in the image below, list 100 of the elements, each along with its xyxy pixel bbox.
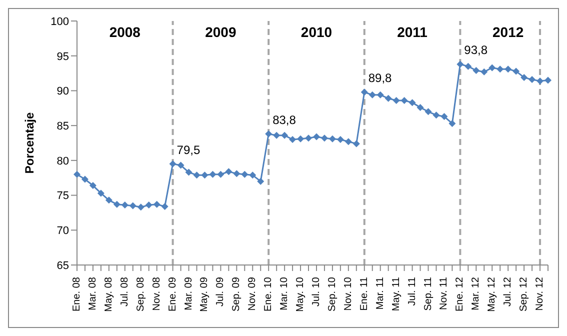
point <box>81 176 88 183</box>
point <box>312 133 320 140</box>
x-tick-label: May. 11 <box>390 276 402 312</box>
point <box>129 202 136 210</box>
x-tick-label: Mar. 08 <box>87 276 98 310</box>
point <box>544 76 552 84</box>
data-label: 93,8 <box>464 43 488 58</box>
point <box>113 200 120 208</box>
point <box>368 91 376 98</box>
point <box>504 66 512 73</box>
x-tick-label: May. 10 <box>295 276 306 312</box>
data-label: 79,5 <box>176 142 200 157</box>
point <box>488 64 496 72</box>
data-label: 89,8 <box>368 71 392 86</box>
point <box>392 96 400 104</box>
x-tick-label: May. 08 <box>103 276 114 312</box>
x-tick-label: Ene. 11 <box>358 276 370 311</box>
point <box>137 204 144 211</box>
x-tick-label: Sep. 10 <box>326 276 338 312</box>
point <box>408 99 416 106</box>
point <box>281 132 288 139</box>
point <box>448 120 456 127</box>
point <box>400 96 408 104</box>
x-tick-label: Mar. 09 <box>183 276 194 310</box>
annotation: 2012 <box>492 24 524 40</box>
y-tick-label: 85 <box>56 120 69 132</box>
point <box>528 76 536 84</box>
point <box>320 134 328 142</box>
x-tick-label: Nov. 12 <box>534 276 546 311</box>
y-tick-label: 100 <box>50 16 69 28</box>
annotation: 2008 <box>109 24 141 40</box>
x-tick-label: Jul. 10 <box>310 276 322 306</box>
point <box>241 170 248 178</box>
x-tick-label: Ene. 09 <box>167 276 178 312</box>
x-tick-label: Mar. 10 <box>279 276 290 310</box>
x-tick-label: Nov. 10 <box>342 276 354 311</box>
point <box>344 138 352 146</box>
point <box>121 202 128 209</box>
point <box>440 113 448 120</box>
x-tick-label: Nov. 08 <box>151 276 162 311</box>
point <box>209 170 216 178</box>
x-tick-label: Nov. 11 <box>438 276 450 310</box>
data-label: 83,8 <box>272 112 296 127</box>
point <box>153 200 160 208</box>
x-tick-label: Sep. 08 <box>135 276 146 312</box>
point <box>97 190 104 197</box>
annotation: 2010 <box>300 24 332 40</box>
y-tick-label: 80 <box>56 155 69 168</box>
annotation: 2011 <box>397 24 428 40</box>
x-tick-label: Mar. 11 <box>374 276 386 310</box>
x-tick-label: Nov. 09 <box>247 276 258 311</box>
point <box>424 108 432 116</box>
point <box>432 112 440 119</box>
point <box>480 68 488 76</box>
point <box>225 168 232 176</box>
point <box>74 170 80 178</box>
point <box>536 77 544 84</box>
point <box>161 202 168 210</box>
y-axis-title: Porcentaje <box>22 112 36 174</box>
annotation: 2009 <box>205 24 236 40</box>
point <box>145 202 152 209</box>
point <box>185 168 192 176</box>
x-tick-label: Sep. 11 <box>422 276 434 311</box>
point <box>472 66 480 74</box>
point <box>456 60 464 68</box>
point <box>89 182 96 190</box>
point <box>352 140 360 148</box>
point <box>464 62 472 70</box>
x-tick-label: Ene. 12 <box>454 276 466 312</box>
x-tick-label: Sep. 09 <box>231 276 242 312</box>
point <box>512 68 520 75</box>
x-tick-label: May. 09 <box>199 276 210 312</box>
point <box>105 196 112 204</box>
x-tick-label: Ene. 08 <box>72 276 82 312</box>
point <box>376 91 384 98</box>
point <box>416 104 424 111</box>
y-tick-label: 95 <box>56 50 69 63</box>
point <box>233 170 240 178</box>
x-tick-label: Mar. 12 <box>470 276 482 310</box>
point <box>265 130 272 138</box>
y-tick-label: 90 <box>56 86 69 98</box>
x-tick-label: Jul. 09 <box>215 276 226 306</box>
point <box>305 134 312 142</box>
x-tick-label: May. 12 <box>486 276 498 312</box>
point <box>336 136 344 144</box>
point <box>169 160 176 168</box>
x-tick-label: Ene. 10 <box>263 276 274 312</box>
x-tick-label: Jul. 12 <box>502 276 514 306</box>
point <box>496 66 504 73</box>
point <box>249 172 256 179</box>
point <box>217 170 224 178</box>
y-tick-label: 75 <box>56 190 69 202</box>
x-tick-label: Sep. 12 <box>518 276 530 312</box>
point <box>384 94 392 102</box>
y-tick-label: 65 <box>56 260 69 272</box>
point <box>177 162 184 169</box>
point <box>360 88 368 96</box>
x-tick-label: Jul. 11 <box>406 276 418 306</box>
x-tick-label: Jul. 08 <box>119 276 130 306</box>
point <box>193 172 200 179</box>
